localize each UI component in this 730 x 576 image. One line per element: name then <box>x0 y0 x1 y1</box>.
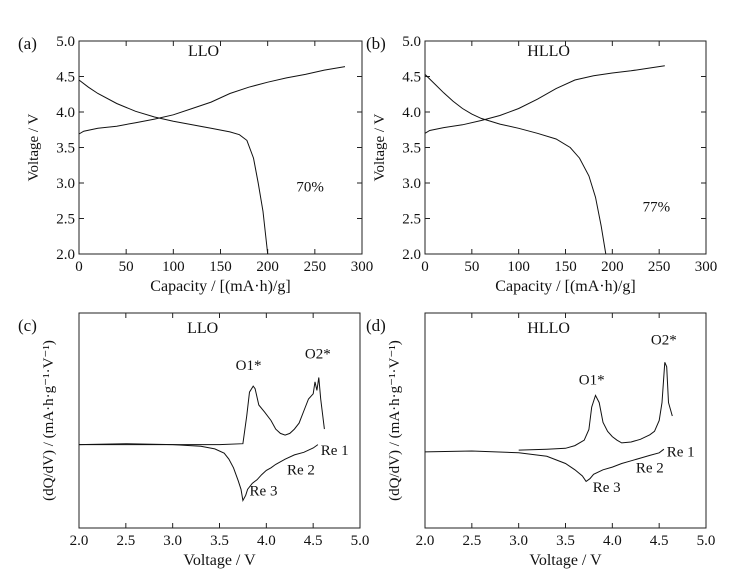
series-line-1 <box>518 362 673 451</box>
x-tick-label: 300 <box>351 259 374 275</box>
x-axis-label: Capacity / [(mA·h)/g] <box>495 278 635 295</box>
series-line-1 <box>78 66 346 135</box>
series-line-1 <box>424 65 665 134</box>
y-tick-label: 4.5 <box>56 70 75 86</box>
chart-title: LLO <box>187 320 218 337</box>
y-tick-label: 4.0 <box>402 105 421 121</box>
x-tick-label: 3.0 <box>163 533 182 549</box>
x-tick-label: 2.5 <box>116 533 135 549</box>
plot-frame <box>78 312 361 529</box>
series-line-2 <box>78 443 319 503</box>
panel-a: 0 50 100 150 200 250 300 2.0 2.5 3.0 3.5 4.0 4.5 5.0 C… <box>18 34 373 295</box>
panel-b: 0 50 100 150 200 250 300 2.0 2.5 3.0 3.5 4.0 4.5 5.0 C… <box>366 34 717 295</box>
y-tick-label: 4.5 <box>402 70 421 86</box>
panel-d: 2.0 2.5 3.0 3.5 4.0 4.5 5.0 Voltage / V (dQ/dV) … <box>366 312 716 569</box>
annotation-label: Re 1 <box>321 443 349 459</box>
panel-label: (b) <box>366 34 386 53</box>
x-tick-label: 4.0 <box>603 533 622 549</box>
y-tick-label: 5.0 <box>56 34 75 50</box>
y-tick-label: 2.5 <box>402 212 421 228</box>
annotation-label: 70% <box>296 180 324 196</box>
x-tick-label: 200 <box>601 259 624 275</box>
x-tick-label: 5.0 <box>351 533 370 549</box>
y-tick-label: 5.0 <box>402 34 421 50</box>
annotation-label: O1* <box>579 373 605 389</box>
x-tick-label: 2.0 <box>70 533 89 549</box>
x-tick-label: 0 <box>75 259 83 275</box>
y-tick-label: 2.0 <box>56 247 75 263</box>
y-axis-label: Voltage / V <box>372 113 388 181</box>
y-tick-label: 3.5 <box>402 141 421 157</box>
x-tick-label: 3.0 <box>509 533 528 549</box>
x-axis-label: Voltage / V <box>183 552 256 569</box>
x-tick-label: 100 <box>162 259 185 275</box>
y-axis-label: (dQ/dV) / (mA·h·g⁻¹·V⁻¹) <box>41 340 57 501</box>
x-tick-label: 0 <box>421 259 429 275</box>
series-line-2 <box>78 79 269 255</box>
x-tick-label: 2.0 <box>416 533 435 549</box>
series-line-2 <box>424 448 665 483</box>
chart-title: LLO <box>188 43 219 60</box>
y-tick-label: 4.0 <box>56 105 75 121</box>
x-tick-label: 3.5 <box>556 533 575 549</box>
x-tick-label: 4.5 <box>650 533 669 549</box>
x-tick-label: 5.0 <box>697 533 716 549</box>
x-tick-label: 250 <box>304 259 327 275</box>
annotation-label: O2* <box>305 347 331 363</box>
panel-label: (a) <box>18 34 37 53</box>
y-tick-label: 2.0 <box>402 247 421 263</box>
chart-title: HLLO <box>527 43 570 60</box>
x-tick-label: 300 <box>695 259 718 275</box>
y-tick-label: 3.5 <box>56 141 75 157</box>
series-line-1 <box>79 377 325 446</box>
series-line-2 <box>424 74 607 255</box>
annotation-label: Re 1 <box>667 444 695 460</box>
x-tick-label: 4.5 <box>304 533 323 549</box>
panel-label: (c) <box>18 316 37 335</box>
x-axis-label: Voltage / V <box>529 552 602 569</box>
x-axis-label: Capacity / [(mA·h)/g] <box>150 278 290 295</box>
panel-c: 2.0 2.5 3.0 3.5 4.0 4.5 5.0 Voltage / V (dQ/dV) … <box>18 312 370 569</box>
x-tick-label: 100 <box>507 259 530 275</box>
x-tick-label: 2.5 <box>462 533 481 549</box>
annotation-label: Re 3 <box>593 480 621 496</box>
x-tick-label: 3.5 <box>210 533 229 549</box>
panel-label: (d) <box>366 316 386 335</box>
x-tick-label: 250 <box>648 259 671 275</box>
annotation-label: O1* <box>236 358 262 374</box>
annotation-label: 77% <box>643 199 671 215</box>
y-tick-label: 2.5 <box>56 212 75 228</box>
x-tick-label: 50 <box>119 259 134 275</box>
x-tick-label: 150 <box>209 259 232 275</box>
plot-frame <box>424 40 707 255</box>
x-tick-label: 150 <box>554 259 577 275</box>
x-tick-label: 200 <box>256 259 279 275</box>
y-tick-label: 3.0 <box>402 176 421 192</box>
x-tick-label: 50 <box>464 259 479 275</box>
plot-frame <box>78 40 363 255</box>
annotation-label: O2* <box>651 332 677 348</box>
y-axis-label: Voltage / V <box>26 113 42 181</box>
x-tick-label: 4.0 <box>257 533 276 549</box>
annotation-label: Re 2 <box>287 463 315 479</box>
y-axis-label: (dQ/dV) / (mA·h·g⁻¹·V⁻¹) <box>387 340 403 501</box>
annotation-label: Re 3 <box>250 483 278 499</box>
annotation-label: Re 2 <box>636 460 664 476</box>
chart-title: HLLO <box>527 320 570 337</box>
y-tick-label: 3.0 <box>56 176 75 192</box>
